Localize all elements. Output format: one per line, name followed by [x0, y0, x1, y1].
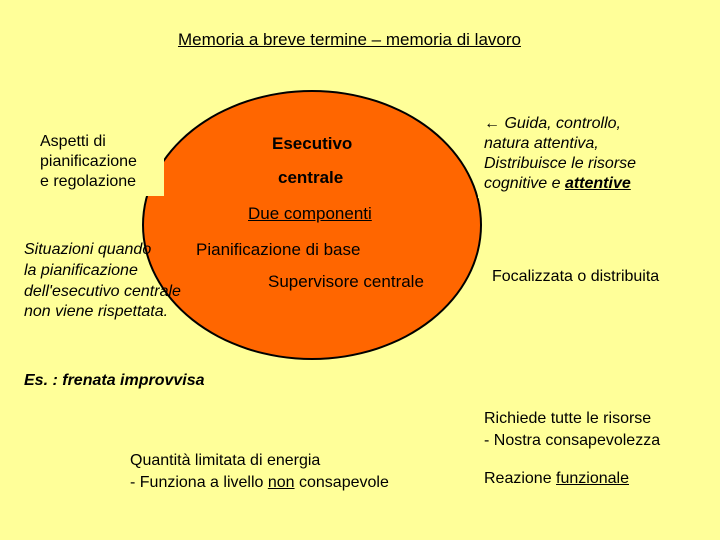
box-guida: ← Guida, controllo, natura attentiva, Di… — [478, 110, 688, 198]
box-aspetti-l1: Aspetti di — [40, 132, 158, 152]
box-guida-l3: Distribuisce le risorse — [484, 154, 682, 174]
note-richiede: Richiede tutte le risorse - Nostra consa… — [484, 408, 660, 451]
box-aspetti-l3: e regolazione — [40, 172, 158, 192]
center-ellipse — [142, 90, 482, 360]
slide-title: Memoria a breve termine – memoria di lav… — [178, 30, 521, 50]
note-reazione: Reazione funzionale — [484, 470, 629, 488]
label-supervisore: Supervisore centrale — [268, 272, 424, 292]
box-aspetti: Aspetti di pianificazione e regolazione — [34, 128, 164, 196]
arrow-left-icon: ← — [484, 115, 500, 132]
label-pianificazione-base: Pianificazione di base — [196, 240, 360, 260]
label-focalizzata: Focalizzata o distribuita — [492, 268, 659, 286]
box-aspetti-l2: pianificazione — [40, 152, 158, 172]
label-due-componenti: Due componenti — [248, 204, 372, 224]
note-situazioni: Situazioni quando la pianificazione dell… — [24, 240, 181, 323]
box-guida-l4: cognitive e attentive — [484, 174, 682, 194]
note-es-frenata: Es. : frenata improvvisa — [24, 372, 205, 390]
label-centrale: centrale — [278, 168, 343, 188]
label-esecutivo: Esecutivo — [272, 134, 352, 154]
box-guida-l1: ← Guida, controllo, — [484, 114, 682, 134]
note-quantita: Quantità limitata di energia - Funziona … — [130, 450, 389, 493]
box-guida-l2: natura attentiva, — [484, 134, 682, 154]
